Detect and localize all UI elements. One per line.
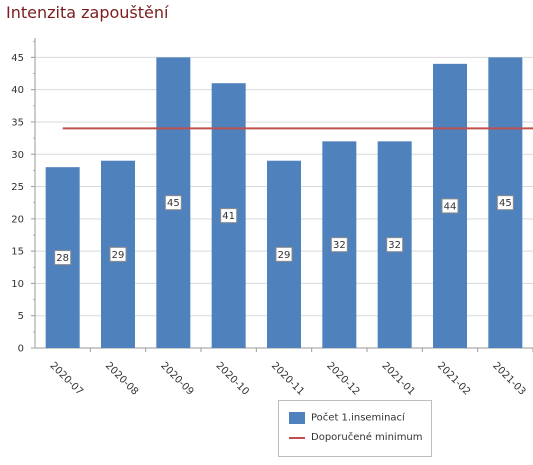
legend-line-swatch [289,436,305,439]
data-label-box [220,208,238,224]
x-tick-label: 2020-07 [48,360,85,397]
legend: Počet 1.inseminací Doporučené minimum [278,400,432,457]
data-label: 32 [388,240,401,251]
legend-bar-swatch [289,412,305,424]
chart-title: Intenzita zapouštění [6,3,169,22]
data-label: 41 [222,211,235,222]
data-label-box [330,237,348,253]
x-tick-label: 2021-01 [380,360,417,397]
y-tick-label: 30 [11,150,24,161]
y-tick-label: 15 [11,247,24,258]
x-tick-label: 2020-08 [103,360,140,397]
legend-label-bars: Počet 1.inseminací [311,412,405,424]
x-tick-label: 2021-02 [435,360,472,397]
x-tick-label: 2020-12 [324,360,361,397]
legend-item-line: Doporučené minimum [289,432,423,444]
y-tick-label: 20 [11,214,24,225]
data-label-box [164,195,182,211]
y-tick-label: 25 [11,182,24,193]
data-label: 45 [499,198,512,209]
legend-item-bars: Počet 1.inseminací [289,412,405,424]
y-tick-label: 35 [11,117,24,128]
x-tick-label: 2020-09 [158,360,195,397]
data-label: 45 [167,198,180,209]
data-label: 32 [333,240,346,251]
x-tick-label: 2020-11 [269,360,306,397]
legend-label-line: Doporučené minimum [311,432,423,443]
data-label-box [109,246,127,262]
data-label: 44 [444,201,457,212]
y-tick-label: 40 [11,85,24,96]
data-label: 29 [112,250,125,261]
data-label-box [386,237,404,253]
y-tick-label: 45 [11,53,24,64]
data-label-box [275,246,293,262]
data-label-box [441,198,459,214]
data-label-box [54,250,72,266]
data-label-box [496,195,514,211]
chart-plot: 28 29 45 41 29 32 32 44 45 0 5 10 15 20 25 30 35 40 45 202… [11,38,533,398]
data-labels: 28 29 45 41 29 32 32 44 45 [54,195,514,266]
y-tick-label: 10 [11,279,24,290]
y-tick-label: 5 [18,311,24,322]
y-tick-label: 0 [18,344,24,355]
x-tick-label: 2021-03 [490,360,527,397]
x-tick-label: 2020-10 [214,360,251,397]
data-label: 29 [278,250,291,261]
data-label: 28 [56,253,69,264]
